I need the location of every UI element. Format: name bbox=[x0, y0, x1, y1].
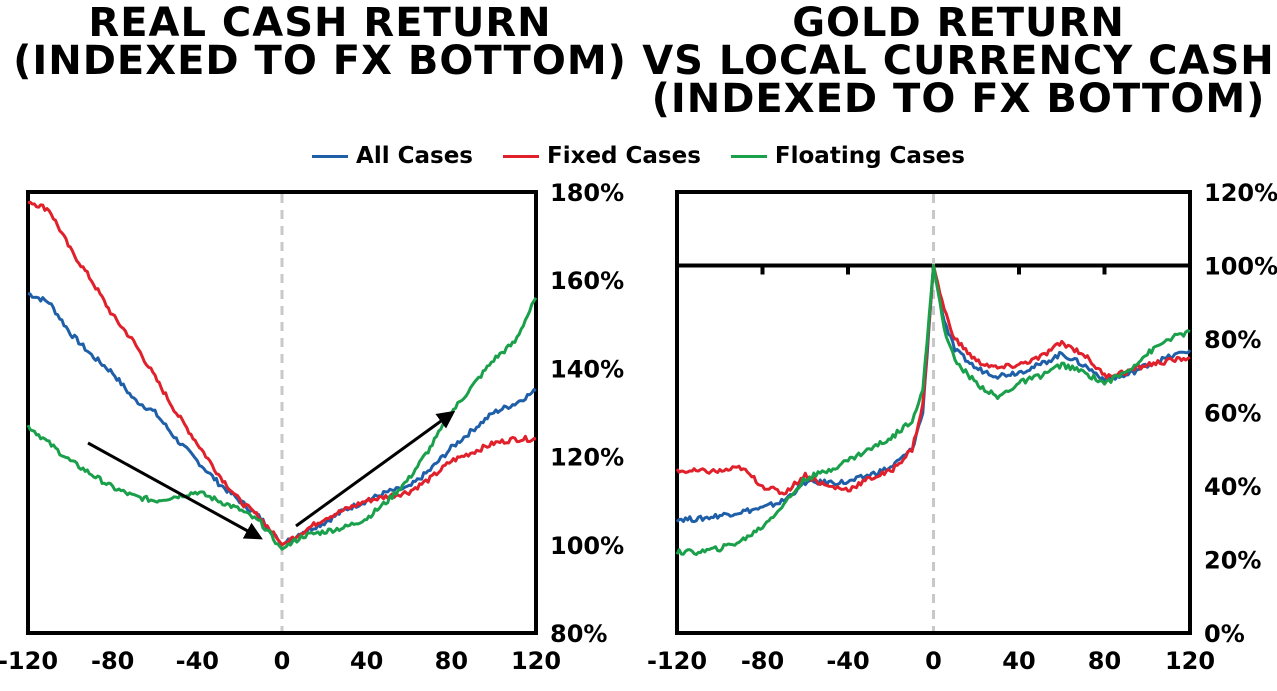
right-plot-frame bbox=[675, 190, 1192, 635]
left-y-tick-label: 160% bbox=[550, 267, 624, 295]
legend-swatch-floating-cases bbox=[730, 154, 767, 158]
left-chart-title: REAL CASH RETURN (INDEXED TO FX BOTTOM) bbox=[0, 0, 640, 84]
left-y-tick-label: 100% bbox=[550, 532, 624, 560]
left-x-tick-label: -120 bbox=[0, 647, 58, 675]
legend-item-floating-cases: Floating Cases bbox=[730, 143, 965, 169]
legend-label-floating-cases: Floating Cases bbox=[774, 143, 965, 169]
right-x-tick-label: 40 bbox=[1002, 647, 1035, 675]
right-y-tick-label: 40% bbox=[1204, 473, 1261, 501]
legend-label-all-cases: All Cases bbox=[356, 143, 474, 169]
right-y-tick-label: 100% bbox=[1204, 253, 1277, 281]
left-series-fixed-cases bbox=[27, 200, 537, 547]
left-y-tick-label: 180% bbox=[550, 179, 624, 207]
left-x-tick-label: 80 bbox=[435, 647, 468, 675]
left-y-tick-label: 140% bbox=[550, 355, 624, 383]
right-x-tick-label: 0 bbox=[925, 647, 942, 675]
legend-swatch-all-cases bbox=[312, 154, 349, 158]
right-x-tick-label: 80 bbox=[1088, 647, 1121, 675]
right-title-line-2: VS LOCAL CURRENCY CASH bbox=[642, 38, 1275, 84]
left-title-line-2: (INDEXED TO FX BOTTOM) bbox=[13, 38, 627, 84]
right-y-tick-label: 120% bbox=[1204, 179, 1277, 207]
legend-item-all-cases: All Cases bbox=[312, 143, 473, 169]
right-title-line-3: (INDEXED TO FX BOTTOM) bbox=[651, 76, 1266, 122]
right-series-floating-cases bbox=[675, 264, 1191, 556]
left-x-tick-label: 120 bbox=[511, 647, 561, 675]
arrow-up-annotation bbox=[295, 410, 456, 528]
right-chart-title: GOLD RETURN VS LOCAL CURRENCY CASH (INDE… bbox=[640, 0, 1277, 122]
right-y-tick-label: 60% bbox=[1204, 400, 1261, 428]
right-x-tick-label: 120 bbox=[1165, 647, 1215, 675]
left-y-tick-label: 120% bbox=[550, 444, 624, 472]
legend-label-fixed-cases: Fixed Cases bbox=[547, 143, 701, 169]
right-x-tick-label: -80 bbox=[741, 647, 784, 675]
left-y-tick-label: 80% bbox=[550, 620, 607, 648]
legend-swatch-fixed-cases bbox=[503, 154, 540, 158]
legend-item-fixed-cases: Fixed Cases bbox=[503, 143, 701, 169]
arrow-down-annotation bbox=[87, 441, 263, 540]
right-y-tick-label: 20% bbox=[1204, 547, 1261, 575]
right-x-tick-label: -40 bbox=[826, 647, 869, 675]
right-x-tick-label: -120 bbox=[647, 647, 707, 675]
right-y-tick-label: 0% bbox=[1204, 620, 1245, 648]
left-plot-frame bbox=[26, 190, 538, 635]
left-x-tick-label: 40 bbox=[350, 647, 383, 675]
left-x-tick-label: -80 bbox=[91, 647, 134, 675]
legend: All Cases Fixed Cases Floating Cases bbox=[0, 143, 1277, 169]
left-title-line-1: REAL CASH RETURN bbox=[88, 0, 552, 46]
right-title-line-1: GOLD RETURN bbox=[792, 0, 1125, 46]
left-x-tick-label: -40 bbox=[176, 647, 219, 675]
right-y-tick-label: 80% bbox=[1204, 326, 1261, 354]
left-x-tick-label: 0 bbox=[274, 647, 291, 675]
